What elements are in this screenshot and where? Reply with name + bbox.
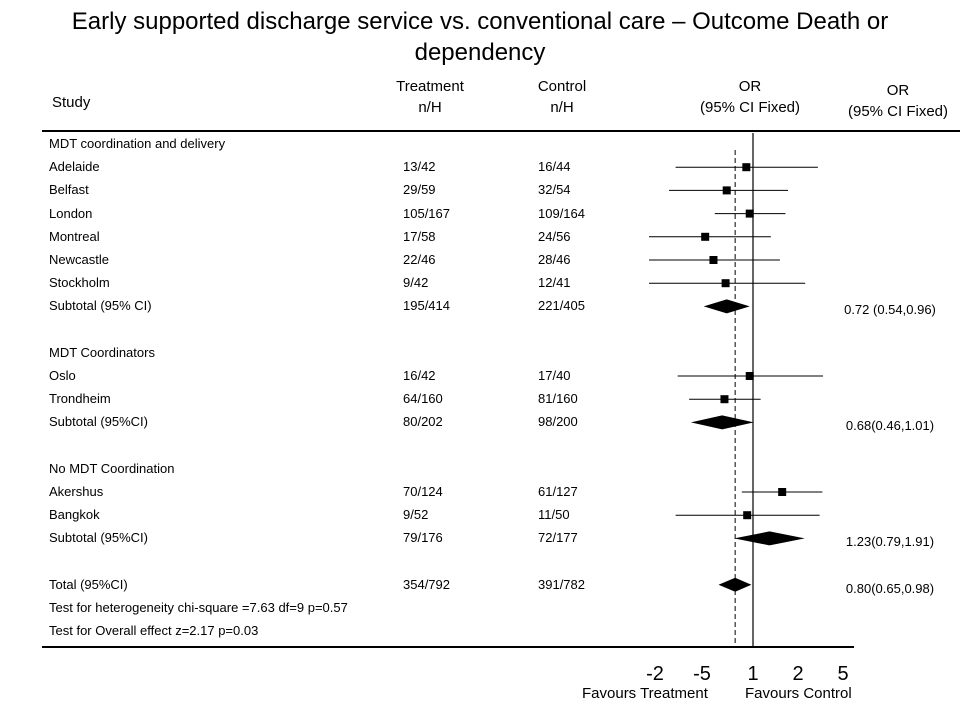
study-point-estimate xyxy=(742,163,751,172)
x-axis-tick-label: -5 xyxy=(693,663,711,685)
study-point-estimate xyxy=(745,372,754,380)
treatment-count: 80/202 xyxy=(403,414,443,430)
study-name: Total (95%CI) xyxy=(49,576,128,592)
study-name: Subtotal (95%CI) xyxy=(49,414,148,430)
test-statistic: Test for heterogeneity chi-square =7.63 … xyxy=(49,600,348,615)
pooled-diamond xyxy=(734,531,805,546)
treatment-count: 354/792 xyxy=(403,576,450,592)
or-text-header-line2: (95% CI Fixed) xyxy=(847,103,949,120)
treatment-count: 64/160 xyxy=(403,391,443,407)
or-value-text: 1.23(0.79,1.91) xyxy=(845,534,935,550)
control-count: 12/41 xyxy=(538,275,571,291)
or-plot-header-line1: OR xyxy=(738,78,762,95)
group-heading: MDT coordination and delivery xyxy=(49,136,226,151)
control-count: 24/56 xyxy=(538,228,571,244)
control-count: 17/40 xyxy=(538,368,571,383)
test-statistic: Test for Overall effect z=2.17 p=0.03 xyxy=(49,623,259,639)
control-count: 391/782 xyxy=(538,576,585,592)
study-column-header: Study xyxy=(52,94,91,111)
group-heading: MDT Coordinators xyxy=(49,344,155,360)
study-name: Stockholm xyxy=(49,275,110,291)
or-plot-header-line2: (95% CI Fixed) xyxy=(699,99,801,116)
control-count: 81/160 xyxy=(538,391,578,407)
or-value-text: 0.80(0.65,0.98) xyxy=(845,580,935,596)
treatment-column-header: Treatment n/H xyxy=(380,76,480,118)
control-count: 16/44 xyxy=(538,159,571,175)
control-count: 72/177 xyxy=(538,530,578,546)
header-divider xyxy=(42,130,960,132)
study-point-estimate xyxy=(709,256,718,264)
control-count: 61/127 xyxy=(538,484,578,499)
group-heading: No MDT Coordination xyxy=(49,460,175,476)
control-column-header: Control n/H xyxy=(512,76,612,118)
treatment-count: 9/42 xyxy=(403,275,429,291)
pooled-diamond xyxy=(718,577,752,592)
control-count: 98/200 xyxy=(538,414,578,430)
control-count: 28/46 xyxy=(538,252,571,267)
x-axis-tick-label: -2 xyxy=(646,663,664,685)
treatment-header-line2: n/H xyxy=(418,99,442,116)
control-count: 221/405 xyxy=(538,298,585,314)
control-header-line2: n/H xyxy=(550,99,574,116)
pooled-diamond xyxy=(703,299,750,314)
study-name: Bangkok xyxy=(49,507,100,523)
favours-treatment-label: Favours Treatment xyxy=(582,685,708,702)
treatment-count: 79/176 xyxy=(403,530,443,546)
study-name: Newcastle xyxy=(49,252,109,267)
treatment-count: 195/414 xyxy=(403,298,450,314)
treatment-count: 70/124 xyxy=(403,484,443,499)
control-count: 109/164 xyxy=(538,205,585,221)
treatment-count: 105/167 xyxy=(403,205,450,221)
pooled-diamond xyxy=(690,415,754,430)
study-name: Oslo xyxy=(49,368,76,383)
x-axis-tick-label: 1 xyxy=(747,663,759,685)
study-point-estimate xyxy=(778,488,787,496)
study-name: Belfast xyxy=(49,182,89,198)
x-axis-tick-label: 5 xyxy=(837,663,849,685)
study-name: London xyxy=(49,205,93,221)
study-name: Akershus xyxy=(49,484,104,499)
control-count: 11/50 xyxy=(538,507,570,523)
or-value-text: 0.68(0.46,1.01) xyxy=(845,418,935,434)
favours-control-label: Favours Control xyxy=(745,685,852,702)
study-name: Adelaide xyxy=(49,159,100,175)
treatment-count: 9/52 xyxy=(403,507,429,523)
study-name: Subtotal (95%CI) xyxy=(49,530,148,546)
or-text-column-header: OR (95% CI Fixed) xyxy=(828,80,960,122)
study-name: Montreal xyxy=(49,228,100,244)
control-header-line1: Control xyxy=(537,78,587,95)
or-value-text: 0.72 (0.54,0.96) xyxy=(844,302,936,318)
footer-divider xyxy=(42,646,854,648)
study-name: Subtotal (95% CI) xyxy=(49,298,152,314)
or-plot-column-header: OR (95% CI Fixed) xyxy=(670,76,830,118)
study-point-estimate xyxy=(701,232,710,241)
chart-title: Early supported discharge service vs. co… xyxy=(71,8,889,66)
study-point-estimate xyxy=(721,279,730,288)
treatment-count: 16/42 xyxy=(403,368,436,383)
study-point-estimate xyxy=(722,186,731,195)
x-axis-tick-label: 2 xyxy=(792,663,804,685)
control-count: 32/54 xyxy=(538,182,571,198)
study-name: Trondheim xyxy=(49,391,111,407)
treatment-count: 22/46 xyxy=(403,252,436,267)
study-point-estimate xyxy=(743,511,752,520)
study-point-estimate xyxy=(745,209,754,218)
treatment-count: 13/42 xyxy=(403,159,436,175)
treatment-header-line1: Treatment xyxy=(396,78,464,95)
or-text-header-line1: OR xyxy=(886,82,910,99)
study-point-estimate xyxy=(720,395,729,404)
treatment-count: 17/58 xyxy=(403,228,436,244)
treatment-count: 29/59 xyxy=(403,182,436,198)
